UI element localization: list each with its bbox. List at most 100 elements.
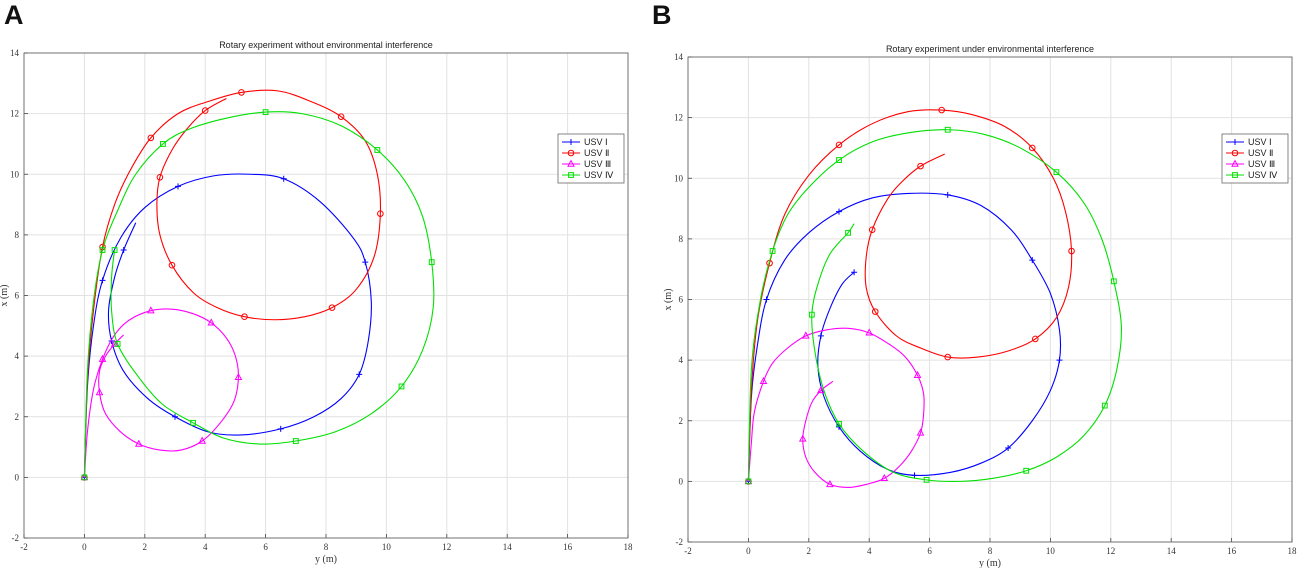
x-tick-label: 8 [988,546,993,556]
x-tick-label: 2 [807,546,812,556]
y-tick-label: 14 [674,52,684,62]
data-point [1028,144,1036,152]
series-line [747,129,1122,483]
data-point [567,159,575,167]
legend-entry: USV Ⅲ [584,159,611,169]
chart-panel-b: -2 0 2 4 6 8 10 12 14 16 18 -2 0 2 4 6 8 10 12 14 Rotary exp… [663,44,1297,568]
data-point [568,172,574,178]
panel-label-b: B [652,0,672,30]
legend-entry: USV Ⅳ [1248,170,1278,180]
data-point [871,308,879,315]
data-point [868,226,876,234]
data-point [835,141,843,149]
y-tick-label: 10 [674,173,684,183]
data-point [374,147,381,153]
y-tick-label: 6 [679,295,684,305]
data-point [836,420,842,427]
data-point [836,157,842,163]
data-point [1232,139,1238,145]
x-tick-label: 10 [1046,546,1056,556]
data-point [201,107,209,114]
data-point [262,109,269,116]
x-tick-label: -2 [20,542,28,552]
x-tick-label: 14 [1167,546,1177,556]
series-usv-4 [81,109,435,481]
plot-frame [687,56,1293,543]
x-tick-label: 2 [143,542,148,552]
data-point [111,247,118,253]
x-tick-label: 10 [382,542,392,552]
panel-label-a: A [4,0,24,30]
data-point [168,261,176,269]
legend-entry: USV Ⅱ [1248,148,1273,158]
legend-entry: USV Ⅲ [1248,159,1275,169]
data-point [923,476,930,483]
data-point [836,208,842,215]
data-point [916,428,925,436]
x-axis-label: y (m) [315,554,337,565]
data-point [328,304,336,311]
y-tick-label: 8 [15,230,20,240]
plot-frame [23,52,629,539]
data-point [362,259,369,266]
data-point [1231,159,1239,167]
data-point [1005,445,1012,452]
data-point [120,247,127,254]
series-usv-4 [745,126,1122,485]
data-point [377,210,384,217]
data-point [292,438,299,444]
y-tick-label: 12 [10,109,19,119]
data-point [1101,402,1108,409]
y-tick-label: 6 [15,291,20,301]
data-point [147,306,155,314]
y-tick-label: -2 [12,533,20,543]
y-tick-label: 12 [674,113,683,123]
legend-entry: USV Ⅱ [584,148,609,158]
x-tick-label: 18 [1288,546,1298,556]
data-point [745,478,752,485]
data-point [865,328,874,336]
data-point [944,191,951,198]
x-tick-label: 4 [203,542,208,552]
y-tick-label: 8 [679,234,684,244]
data-point [81,474,88,481]
x-tick-label: 14 [503,542,513,552]
data-point [98,354,107,362]
x-tick-label: 0 [746,546,751,556]
data-point [880,473,889,482]
data-point [95,388,104,396]
x-tick-label: -2 [684,546,692,556]
data-point [759,376,768,385]
data-point [1029,257,1036,264]
x-tick-label: 18 [624,542,634,552]
x-tick-label: 0 [82,542,87,552]
data-point [110,339,119,347]
data-point [172,413,178,420]
data-point [207,318,216,326]
x-tick-label: 12 [1106,546,1115,556]
chart-title: Rotary experiment without environmental … [219,40,433,50]
x-axis-label: y (m) [979,558,1001,568]
data-point [1056,357,1063,364]
data-point [238,89,245,96]
data-point [798,434,807,442]
data-point [1110,278,1117,285]
y-tick-label: 2 [679,416,684,426]
series-line [747,327,925,488]
data-point [398,383,405,390]
data-point [99,277,106,284]
data-point [808,311,815,318]
x-tick-label: 12 [442,542,451,552]
data-point [1068,247,1075,255]
x-tick-label: 8 [324,542,329,552]
data-point [567,149,575,157]
data-point [147,134,155,142]
chart-panel-a: -2 0 2 4 6 8 10 12 14 16 18 -2 0 2 4 6 8 10 12 14 Rotary exp… [0,40,633,565]
data-point [1053,169,1060,176]
data-point [160,141,166,147]
series-usv-3 [744,327,925,488]
data-point [280,175,287,182]
y-tick-label: 0 [679,476,684,486]
y-axis-label: x (m) [0,285,10,307]
